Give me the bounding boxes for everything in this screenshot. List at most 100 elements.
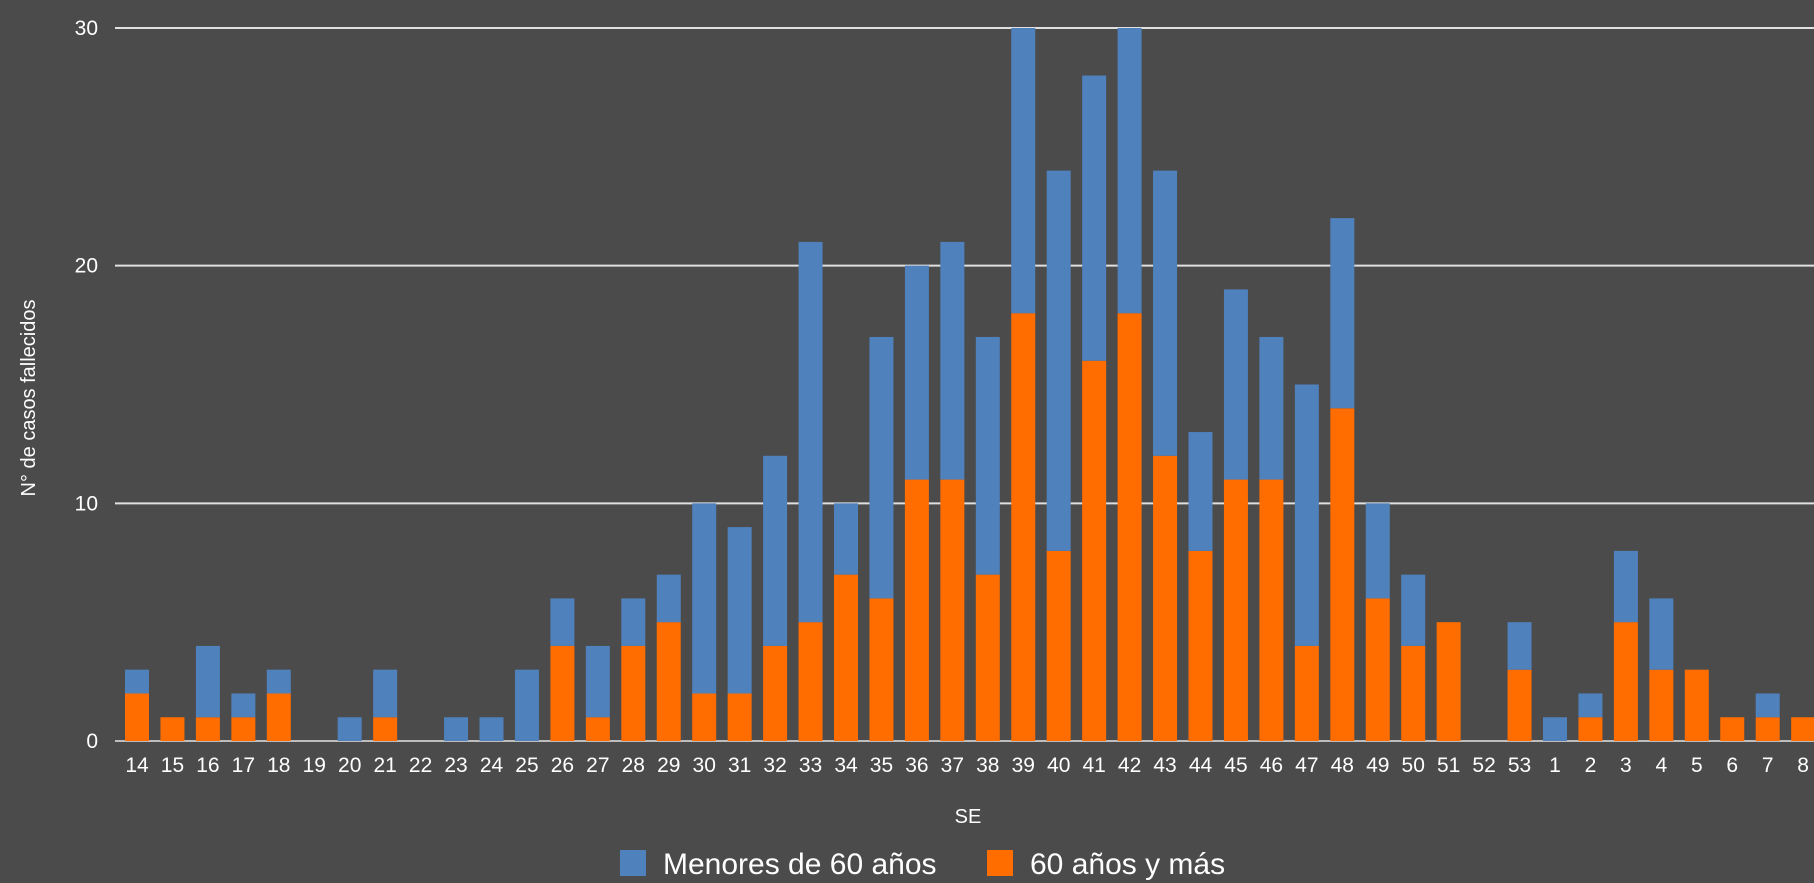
bar-segment-60-y-mas	[125, 693, 149, 741]
bar-segment-60-y-mas	[1365, 598, 1390, 741]
bar-segment-menores	[1117, 28, 1142, 314]
bar-segment-menores	[1365, 503, 1390, 599]
y-tick-label: 10	[75, 492, 98, 515]
x-tick-label: 33	[799, 754, 822, 777]
bar-segment-menores	[763, 455, 788, 646]
bar-segment-menores	[266, 669, 291, 694]
legend-label-menores: Menores de 60 años	[663, 848, 937, 881]
x-tick-label: 19	[303, 754, 326, 777]
bar-segment-menores	[656, 574, 681, 623]
bar-segment-60-y-mas	[1223, 479, 1248, 741]
bar-segment-menores	[904, 265, 929, 480]
x-tick-label: 51	[1437, 754, 1460, 777]
bar-segment-60-y-mas	[727, 693, 752, 741]
y-axis-title: N° de casos fallecidos	[18, 300, 40, 497]
bar-segment-menores	[1153, 170, 1178, 456]
bar-segment-menores	[1543, 717, 1567, 741]
bar-segment-menores	[1755, 693, 1780, 718]
bar-segment-60-y-mas	[373, 717, 398, 741]
x-tick-label: 47	[1295, 754, 1318, 777]
x-tick-label: 40	[1047, 754, 1070, 777]
bar-segment-60-y-mas	[1117, 313, 1142, 741]
bar-segment-60-y-mas	[904, 479, 929, 741]
bar-segment-menores	[1046, 170, 1071, 551]
bar-segment-menores	[195, 645, 220, 718]
bar-segment-menores	[940, 241, 965, 480]
x-tick-label: 39	[1012, 754, 1035, 777]
bar-segment-60-y-mas	[1082, 360, 1107, 741]
x-tick-label: 28	[622, 754, 645, 777]
bar-segment-60-y-mas	[266, 693, 291, 741]
legend-swatch-menores	[620, 850, 646, 876]
bar-segment-menores	[337, 717, 362, 741]
bar-segment-60-y-mas	[763, 645, 788, 741]
legend-swatch-60-y-mas	[987, 850, 1013, 876]
bar-segment-60-y-mas	[1188, 550, 1213, 741]
x-tick-label: 6	[1726, 754, 1738, 777]
x-tick-label: 41	[1082, 754, 1105, 777]
x-tick-label: 22	[409, 754, 432, 777]
bar-segment-menores	[798, 241, 823, 623]
bar-segment-60-y-mas	[692, 693, 717, 741]
x-tick-label: 27	[586, 754, 609, 777]
bar-segment-menores	[621, 598, 646, 646]
bar-segment-60-y-mas	[834, 574, 858, 741]
bar-segment-menores	[231, 693, 256, 718]
bar-segment-menores	[869, 336, 894, 599]
bar-segment-60-y-mas	[798, 622, 823, 741]
y-tick-label: 20	[75, 255, 98, 278]
x-tick-label: 32	[763, 754, 786, 777]
bar-segment-60-y-mas	[1153, 455, 1178, 741]
x-tick-label: 5	[1691, 754, 1703, 777]
bar-segment-menores	[444, 717, 469, 741]
bar-segment-60-y-mas	[1649, 669, 1674, 741]
x-tick-label: 35	[870, 754, 893, 777]
bar-segment-60-y-mas	[1791, 717, 1814, 741]
x-tick-label: 38	[976, 754, 999, 777]
y-tick-label: 30	[75, 17, 98, 40]
bar-segment-menores	[1578, 693, 1603, 718]
x-tick-label: 7	[1762, 754, 1774, 777]
bar-segment-menores	[550, 598, 575, 646]
x-tick-label: 16	[196, 754, 219, 777]
bar-segment-60-y-mas	[1755, 717, 1780, 741]
bar-segment-menores	[692, 503, 717, 694]
x-tick-label: 29	[657, 754, 680, 777]
bar-segment-60-y-mas	[1401, 645, 1426, 741]
x-tick-label: 45	[1224, 754, 1247, 777]
x-tick-label: 3	[1620, 754, 1632, 777]
bar-segment-menores	[373, 669, 398, 718]
x-tick-label: 34	[834, 754, 858, 777]
bar-segment-60-y-mas	[550, 645, 575, 741]
bar-segment-60-y-mas	[1720, 717, 1745, 741]
bar-segment-menores	[1294, 384, 1319, 646]
bar-segment-menores	[514, 669, 539, 741]
bar-segment-menores	[1330, 218, 1355, 409]
legend: Menores de 60 años 60 años y más	[620, 848, 1225, 881]
bar-segment-menores	[479, 717, 504, 741]
bar-segment-60-y-mas	[1436, 622, 1461, 741]
x-tick-label: 50	[1402, 754, 1425, 777]
bar-segment-menores	[1223, 289, 1248, 480]
bar-segment-menores	[1649, 598, 1674, 670]
bar-segment-menores	[1188, 432, 1213, 551]
x-tick-label: 18	[267, 754, 290, 777]
x-tick-label: 52	[1472, 754, 1495, 777]
bar-segment-menores	[834, 503, 858, 575]
bar-segment-60-y-mas	[1507, 669, 1532, 741]
bar-segment-60-y-mas	[1330, 408, 1355, 741]
bar-segment-60-y-mas	[975, 574, 1000, 741]
bar-segment-menores	[585, 645, 610, 718]
x-tick-label: 20	[338, 754, 361, 777]
bar-segment-menores	[1011, 28, 1036, 314]
x-tick-label: 4	[1656, 754, 1668, 777]
bar-segment-60-y-mas	[869, 598, 894, 741]
x-tick-label: 14	[125, 754, 149, 777]
bar-segment-60-y-mas	[656, 622, 681, 741]
bar-segment-60-y-mas	[585, 717, 610, 741]
x-tick-label: 15	[161, 754, 184, 777]
x-tick-label: 44	[1189, 754, 1213, 777]
bar-segment-60-y-mas	[1259, 479, 1284, 741]
x-tick-label: 36	[905, 754, 928, 777]
bar-segment-menores	[125, 669, 149, 694]
